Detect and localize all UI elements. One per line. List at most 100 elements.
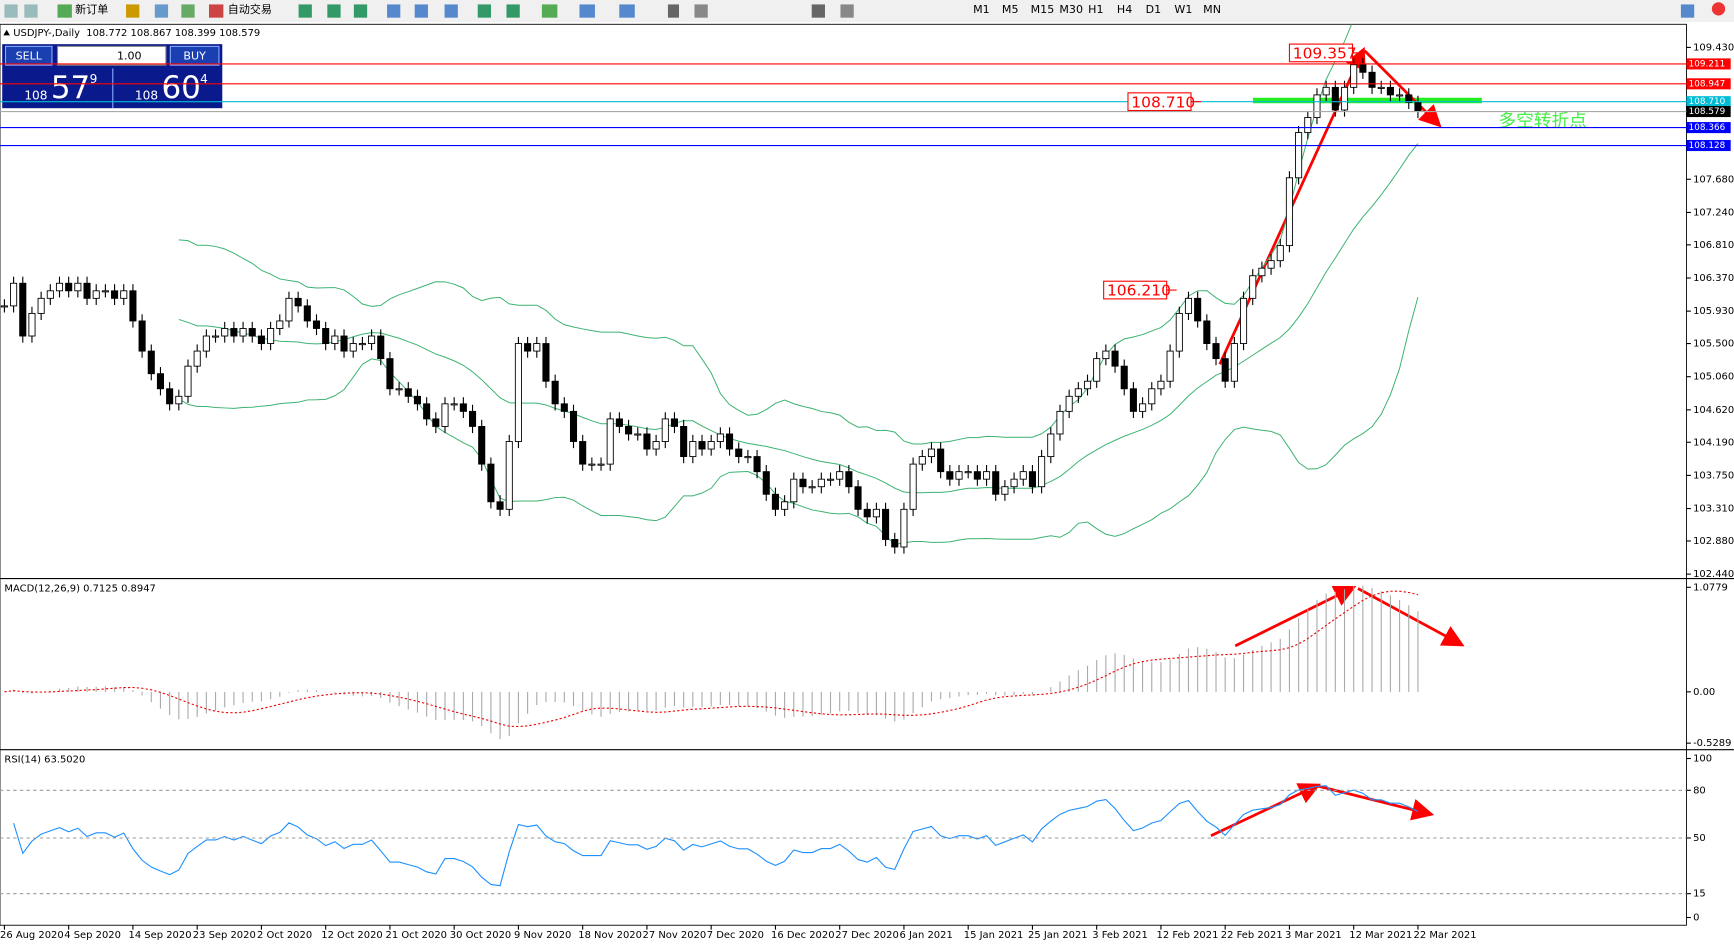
price-level-label: 108.710 bbox=[1689, 97, 1726, 107]
timeframe[interactable]: D1 bbox=[1146, 3, 1162, 16]
candle-body bbox=[46, 290, 54, 299]
candle-body bbox=[1056, 410, 1064, 435]
icon[interactable] bbox=[1680, 4, 1695, 18]
candle-body bbox=[1139, 403, 1147, 412]
y-tick-label: 103.310 bbox=[1693, 504, 1734, 515]
candle-body bbox=[900, 508, 908, 548]
timeframe[interactable]: M1 bbox=[973, 3, 990, 16]
candle-body bbox=[882, 508, 890, 540]
candle-body bbox=[1047, 433, 1055, 458]
x-tick-label: 12 Oct 2020 bbox=[321, 930, 382, 941]
candle-body bbox=[689, 441, 697, 458]
candle-body bbox=[478, 425, 486, 465]
arrow bbox=[1234, 585, 1357, 648]
icon[interactable] bbox=[181, 4, 195, 18]
y-tick-label: 0 bbox=[1693, 913, 1699, 924]
candle-body bbox=[267, 328, 275, 344]
chart-frame bbox=[0, 23, 1687, 926]
candle-body bbox=[441, 403, 449, 427]
candle-body bbox=[615, 418, 623, 427]
timeframe[interactable]: M30 bbox=[1059, 3, 1083, 16]
candle-body bbox=[569, 410, 578, 442]
timeframe[interactable]: H4 bbox=[1117, 3, 1132, 16]
candle-body bbox=[83, 282, 91, 299]
icon[interactable] bbox=[126, 4, 140, 18]
icon[interactable] bbox=[506, 4, 520, 18]
y-tick-label: -0.5289 bbox=[1693, 738, 1731, 749]
buy-price-pips: 60 bbox=[161, 70, 200, 106]
icon[interactable] bbox=[154, 4, 169, 18]
candle-body bbox=[524, 343, 532, 352]
candle-body bbox=[1285, 177, 1293, 247]
buy-button[interactable] bbox=[169, 45, 220, 66]
x-tick-label: 14 Sep 2020 bbox=[129, 930, 192, 941]
candle-body bbox=[542, 343, 550, 382]
candle-body bbox=[1111, 350, 1119, 367]
icon[interactable] bbox=[619, 4, 635, 18]
candle-body bbox=[423, 403, 431, 420]
candle-body bbox=[92, 290, 100, 299]
candle-body bbox=[1249, 275, 1257, 299]
candle-body bbox=[560, 403, 568, 412]
candle-body bbox=[808, 486, 816, 489]
icon[interactable] bbox=[387, 4, 401, 18]
candle-body bbox=[55, 282, 64, 292]
icon[interactable] bbox=[694, 4, 708, 18]
icon[interactable] bbox=[444, 4, 458, 18]
new-order[interactable]: 新订单 bbox=[75, 2, 108, 16]
candle-body bbox=[1093, 358, 1101, 382]
candle-body bbox=[680, 425, 688, 458]
chart-symbol: USDJPY-,Daily bbox=[13, 28, 80, 39]
candle-body bbox=[661, 418, 669, 442]
candle-body bbox=[239, 328, 247, 337]
icon[interactable] bbox=[579, 4, 595, 18]
candle-body bbox=[983, 471, 991, 480]
icon[interactable] bbox=[811, 4, 825, 18]
y-tick-label: 104.190 bbox=[1693, 437, 1734, 448]
icon[interactable] bbox=[477, 4, 492, 18]
timeframe[interactable]: M5 bbox=[1002, 3, 1019, 16]
candle-body bbox=[221, 328, 229, 337]
price-level-label: 108.579 bbox=[1689, 107, 1726, 117]
y-tick-label: 50 bbox=[1693, 833, 1706, 844]
icon[interactable] bbox=[840, 4, 854, 18]
collapse-arrow[interactable] bbox=[3, 29, 10, 36]
timeframe[interactable]: M15 bbox=[1031, 3, 1055, 16]
timeframe[interactable]: W1 bbox=[1174, 3, 1192, 16]
y-tick-label: 100 bbox=[1693, 754, 1712, 765]
icon[interactable] bbox=[24, 4, 38, 18]
icon[interactable] bbox=[1711, 2, 1726, 16]
icon[interactable] bbox=[353, 4, 368, 18]
icon[interactable] bbox=[414, 4, 428, 18]
icon[interactable] bbox=[209, 4, 224, 18]
candle-body bbox=[817, 478, 825, 488]
icon[interactable] bbox=[57, 4, 72, 18]
icon[interactable] bbox=[327, 4, 341, 18]
candle-body bbox=[0, 305, 8, 308]
timeframe[interactable]: H1 bbox=[1088, 3, 1103, 16]
auto-trading[interactable]: 自动交易 bbox=[228, 2, 272, 16]
candle-body bbox=[909, 463, 917, 510]
timeframe[interactable]: MN bbox=[1203, 3, 1221, 16]
x-tick-label: 2 Oct 2020 bbox=[257, 930, 312, 941]
icon[interactable] bbox=[541, 4, 558, 18]
icon[interactable] bbox=[667, 4, 680, 18]
sell-label[interactable]: SELL bbox=[16, 49, 43, 62]
candle-body bbox=[166, 388, 174, 405]
buy-label[interactable]: BUY bbox=[183, 49, 206, 62]
candle-body bbox=[625, 425, 633, 435]
lots[interactable]: 1.00 bbox=[117, 49, 142, 62]
candle-body bbox=[1148, 388, 1156, 405]
sell-button[interactable] bbox=[4, 45, 53, 66]
y-tick-label: 106.810 bbox=[1693, 240, 1734, 251]
icon[interactable] bbox=[4, 4, 18, 18]
price-level-tag bbox=[1686, 78, 1731, 90]
x-tick-label: 18 Nov 2020 bbox=[578, 930, 642, 941]
lots-input[interactable] bbox=[56, 45, 167, 66]
candle-body bbox=[1166, 350, 1174, 382]
candle-body bbox=[1396, 94, 1404, 97]
toolbar-icons bbox=[4, 2, 1726, 18]
icon[interactable] bbox=[298, 4, 312, 18]
macd-signal bbox=[4, 590, 1419, 728]
y-tick-label: 107.680 bbox=[1693, 174, 1734, 185]
